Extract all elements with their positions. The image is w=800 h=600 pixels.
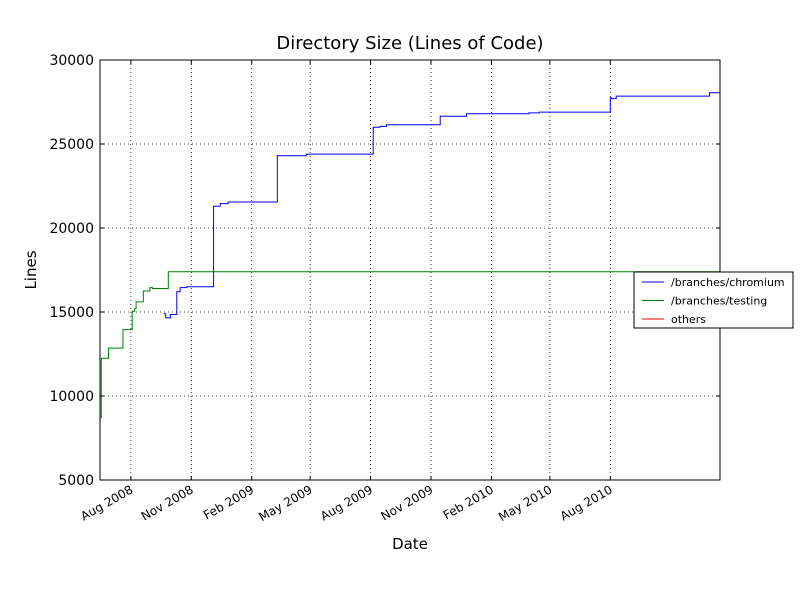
y-tick-label: 30000 [49, 53, 94, 69]
legend-label: others [671, 313, 706, 326]
y-tick-label: 15000 [49, 305, 94, 321]
y-tick-label: 5000 [58, 473, 94, 489]
legend-label: /branches/chromium [671, 276, 785, 289]
legend-label: /branches/testing [671, 295, 767, 308]
y-tick-label: 20000 [49, 221, 94, 237]
series-line-branches-testing [100, 271, 720, 419]
series-line-branches-chromium [163, 92, 720, 319]
y-tick-label: 10000 [49, 389, 94, 405]
chart-title: Directory Size (Lines of Code) [276, 33, 543, 54]
series-lines [100, 92, 720, 419]
plot-area-frame [99, 59, 721, 481]
legend: /branches/chromium/branches/testing other… [633, 271, 794, 329]
y-tick-label: 25000 [49, 137, 94, 153]
grid-lines [100, 60, 720, 480]
y-axis-title: Lines [22, 250, 40, 289]
x-axis-title: Date [392, 535, 428, 553]
